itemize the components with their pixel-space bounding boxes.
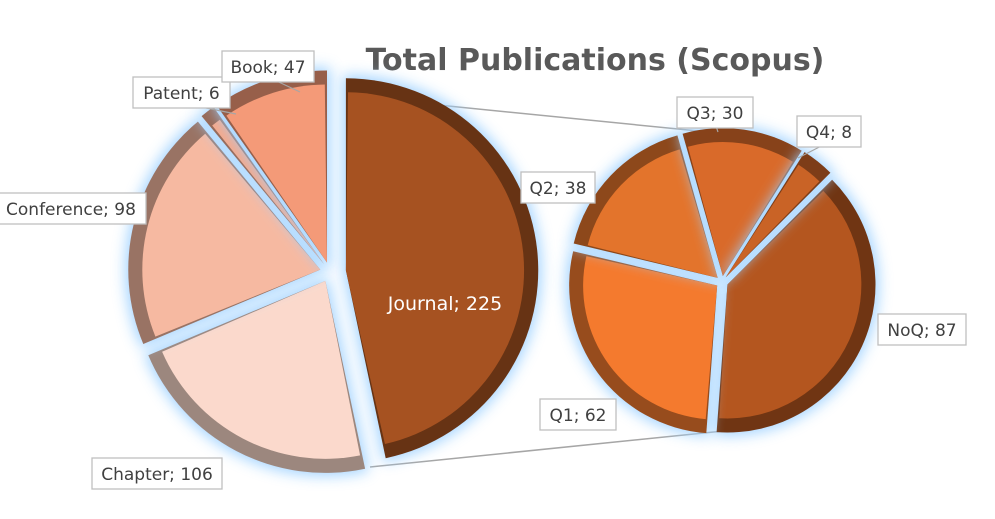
data-label-book-box xyxy=(221,50,315,83)
chart-title: Total Publications (Scopus) xyxy=(366,43,825,78)
data-label-q2: Q2; 38 xyxy=(530,179,587,199)
sub-slice-q3 xyxy=(687,142,793,277)
slice-conference xyxy=(142,133,321,337)
data-label-conference: Conference; 98 xyxy=(6,200,136,220)
data-label-q2-box xyxy=(520,171,596,204)
connector-line-bottom xyxy=(369,429,734,468)
sub-slice-q2 xyxy=(587,149,718,278)
slice-chapter xyxy=(162,280,361,459)
data-label-patent: Patent; 6 xyxy=(143,84,219,104)
data-label-q3-box xyxy=(676,96,754,129)
data-label-q1-box xyxy=(539,398,617,431)
data-label-patent-box xyxy=(132,76,231,109)
data-label-noq: NoQ; 87 xyxy=(887,321,956,341)
data-label-chapter-box xyxy=(91,457,223,490)
data-label-conference-box xyxy=(0,192,147,225)
secondary-pie xyxy=(566,125,879,437)
data-label-q4-box xyxy=(796,115,862,148)
data-label-q4: Q4; 8 xyxy=(806,123,852,143)
slice-patent xyxy=(212,119,324,265)
main-pie xyxy=(125,67,542,476)
sub-slice-q4 xyxy=(725,164,820,278)
slice-book xyxy=(226,84,327,263)
slice-journal xyxy=(345,92,525,445)
sub-slice-noq xyxy=(719,190,862,419)
data-label-noq-box xyxy=(877,313,967,346)
data-label-q1: Q1; 62 xyxy=(550,406,607,426)
sub-slice-q1 xyxy=(583,256,718,420)
data-label-book: Book; 47 xyxy=(230,58,305,78)
data-label-journal: Journal; 225 xyxy=(387,293,502,315)
data-label-q3: Q3; 30 xyxy=(687,104,744,124)
data-label-chapter: Chapter; 106 xyxy=(101,465,213,485)
